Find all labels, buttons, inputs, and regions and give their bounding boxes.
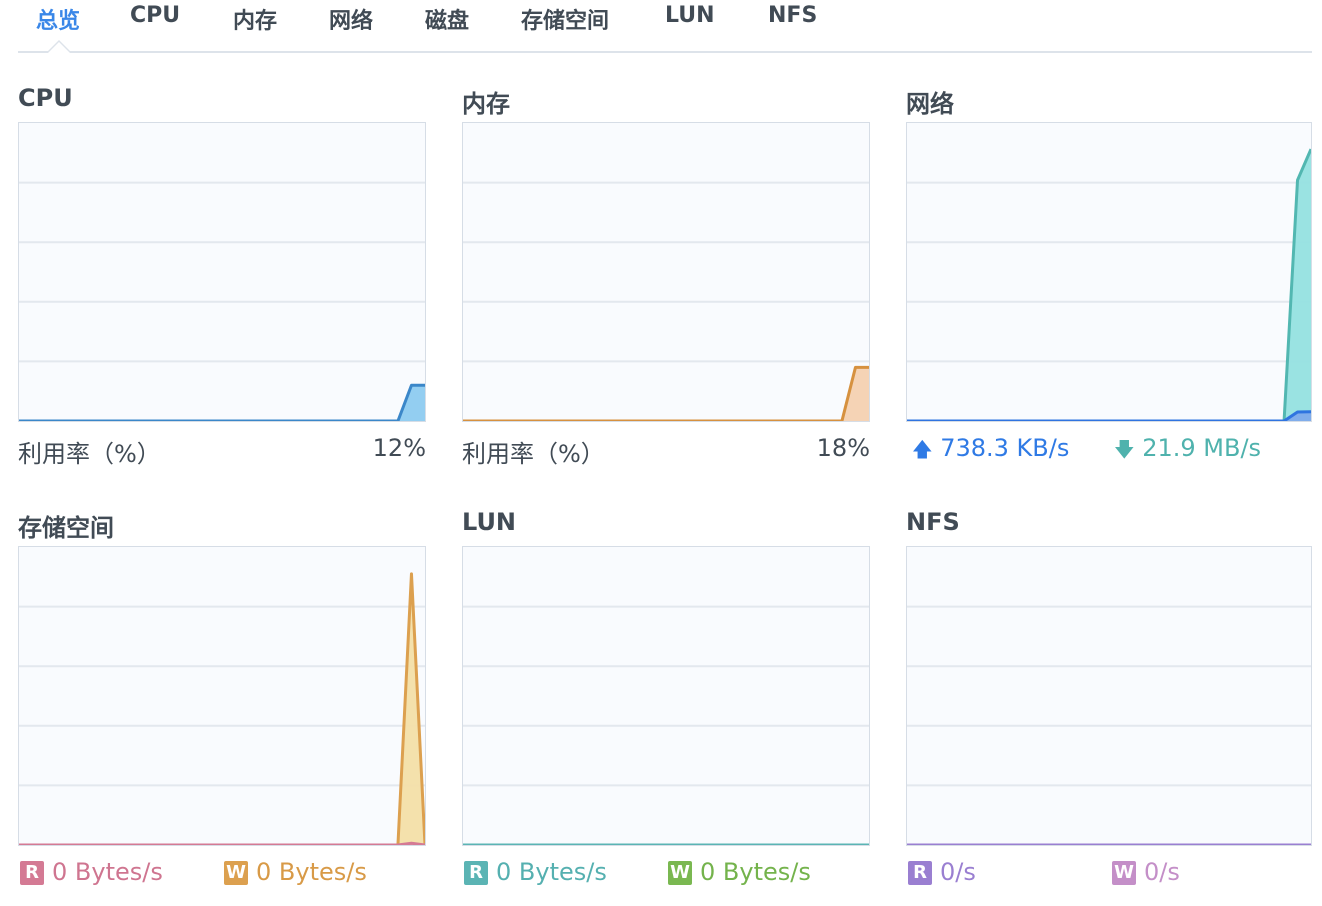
storage-chart-svg bbox=[19, 572, 425, 845]
upload-rate: 738.3 KB/s bbox=[940, 434, 1070, 462]
memory-series-0-line bbox=[463, 365, 869, 421]
panel-title: 内存 bbox=[462, 90, 510, 118]
write-badge: W bbox=[1112, 861, 1136, 885]
network-series-1-line bbox=[907, 410, 1311, 421]
panel-title: 存储空间 bbox=[18, 514, 114, 542]
tab-volume[interactable]: 存储空间 bbox=[521, 9, 610, 34]
network-series-0-line bbox=[907, 148, 1311, 421]
read-rate: 0 Bytes/s bbox=[496, 858, 607, 886]
memory-chart bbox=[462, 122, 870, 422]
usage-label: 利用率（%） bbox=[18, 440, 161, 468]
read-badge: R bbox=[20, 861, 44, 885]
panel-title: 网络 bbox=[906, 90, 954, 118]
storage-series-0-line bbox=[19, 572, 425, 845]
usage-label: 利用率（%） bbox=[462, 440, 605, 468]
download-rate: 21.9 MB/s bbox=[1142, 434, 1262, 462]
cpu-legend: 利用率（%） 12% bbox=[18, 434, 426, 468]
cpu-chart-svg bbox=[19, 181, 425, 421]
tab-network[interactable]: 网络 bbox=[329, 9, 374, 34]
write-badge: W bbox=[668, 861, 692, 885]
tab-overview[interactable]: 总览 bbox=[36, 9, 81, 34]
tab-cpu[interactable]: CPU bbox=[130, 3, 181, 28]
download-arrow-icon: 🡇 bbox=[1114, 437, 1135, 461]
nfs-legend: R 0/s W 0/s bbox=[906, 858, 1314, 892]
memory-legend: 利用率（%） 18% bbox=[462, 434, 870, 468]
storage-legend: R 0 Bytes/s W 0 Bytes/s bbox=[18, 858, 426, 892]
lun-legend: R 0 Bytes/s W 0 Bytes/s bbox=[462, 858, 870, 892]
read-badge: R bbox=[464, 861, 488, 885]
read-rate: 0 Bytes/s bbox=[52, 858, 163, 886]
tab-lun[interactable]: LUN bbox=[665, 3, 715, 28]
lun-chart-svg bbox=[463, 605, 869, 845]
tab-disk[interactable]: 磁盘 bbox=[425, 9, 470, 34]
tab-bar: 总览 CPU 内存 网络 磁盘 存储空间 LUN NFS bbox=[18, 0, 1312, 53]
active-tab-indicator bbox=[46, 40, 72, 53]
memory-chart-svg bbox=[463, 181, 869, 421]
network-series-0-area bbox=[907, 149, 1311, 421]
cpu-series-0-area bbox=[19, 385, 425, 421]
cpu-chart bbox=[18, 122, 426, 422]
upload-arrow-icon: 🡅 bbox=[912, 437, 933, 461]
panel-title: NFS bbox=[906, 508, 960, 536]
panel-title: CPU bbox=[18, 84, 73, 112]
panel-title: LUN bbox=[462, 508, 517, 536]
storage-series-0-area bbox=[19, 573, 425, 845]
memory-series-0-area bbox=[463, 367, 869, 421]
storage-series-1-line bbox=[19, 841, 425, 845]
write-rate: 0/s bbox=[1144, 858, 1180, 886]
storage-chart bbox=[18, 546, 426, 846]
network-chart bbox=[906, 122, 1312, 422]
usage-value: 12% bbox=[372, 434, 426, 462]
tab-nfs[interactable]: NFS bbox=[768, 3, 818, 28]
nfs-chart-svg bbox=[907, 605, 1311, 845]
lun-chart bbox=[462, 546, 870, 846]
nfs-chart bbox=[906, 546, 1312, 846]
read-rate: 0/s bbox=[940, 858, 976, 886]
write-badge: W bbox=[224, 861, 248, 885]
network-legend: 🡅 738.3 KB/s 🡇 21.9 MB/s bbox=[906, 434, 1314, 468]
cpu-series-0-line bbox=[19, 383, 425, 421]
network-chart-svg bbox=[907, 148, 1311, 421]
tab-memory[interactable]: 内存 bbox=[233, 9, 278, 34]
usage-value: 18% bbox=[816, 434, 870, 462]
write-rate: 0 Bytes/s bbox=[256, 858, 367, 886]
read-badge: R bbox=[908, 861, 932, 885]
write-rate: 0 Bytes/s bbox=[700, 858, 811, 886]
